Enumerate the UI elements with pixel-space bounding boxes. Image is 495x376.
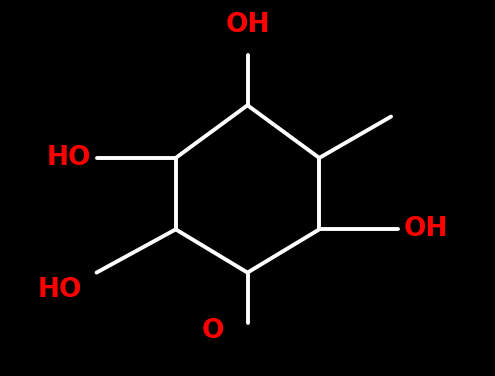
Text: OH: OH	[403, 216, 448, 243]
Text: HO: HO	[47, 145, 92, 171]
Text: HO: HO	[37, 276, 82, 303]
Text: OH: OH	[225, 12, 270, 38]
Text: O: O	[201, 318, 224, 344]
